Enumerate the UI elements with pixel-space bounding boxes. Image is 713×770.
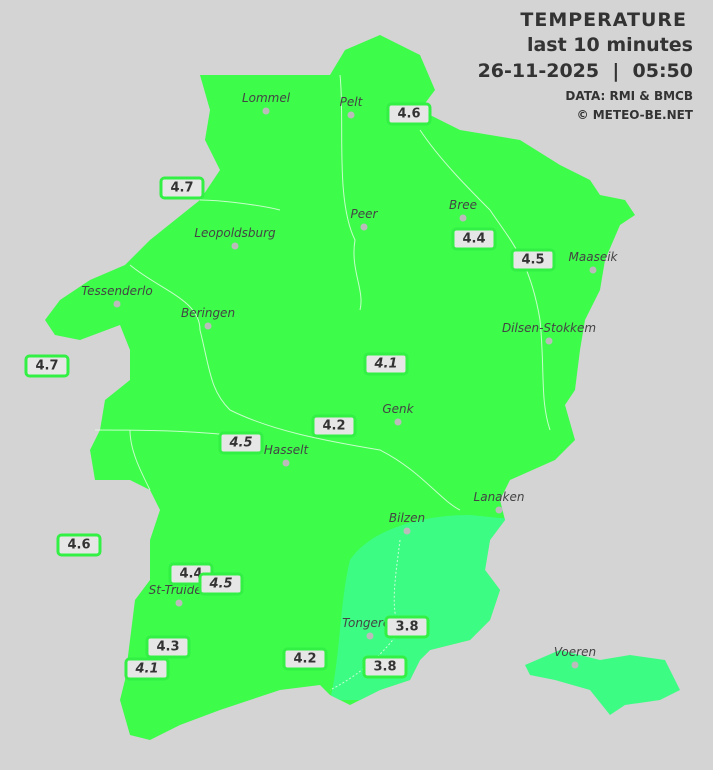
- station-temperature[interactable]: 4.7: [159, 176, 205, 200]
- station-temperature[interactable]: 4.1: [363, 352, 409, 376]
- city-marker-icon: [571, 661, 579, 669]
- city-marker-icon: [231, 242, 239, 250]
- city-marker-icon: [545, 337, 553, 345]
- station-temperature[interactable]: 3.8: [362, 655, 408, 679]
- voeren-exclave: [525, 650, 680, 715]
- map-datetime: 26-11-2025 | 05:50: [477, 60, 693, 82]
- station-temperature[interactable]: 4.5: [218, 431, 264, 455]
- station-temperature[interactable]: 4.2: [311, 414, 357, 438]
- station-temperature[interactable]: 4.7: [24, 354, 70, 378]
- city-marker-icon: [175, 599, 183, 607]
- city-label: Bree: [449, 198, 477, 212]
- station-temperature[interactable]: 4.5: [198, 572, 244, 596]
- station-temperature[interactable]: 4.6: [56, 533, 102, 557]
- city-marker-icon: [282, 459, 290, 467]
- city-marker-icon: [366, 632, 374, 640]
- city-label: Lanaken: [473, 490, 525, 504]
- city-label: Dilsen-Stokkem: [501, 321, 597, 335]
- map-subtitle: last 10 minutes: [526, 34, 693, 56]
- copyright: © METEO-BE.NET: [576, 108, 693, 122]
- city-marker-icon: [459, 214, 467, 222]
- station-temperature[interactable]: 4.2: [282, 647, 328, 671]
- city-marker-icon: [495, 506, 503, 514]
- station-temperature[interactable]: 4.5: [510, 248, 556, 272]
- city-marker-icon: [347, 111, 355, 119]
- map-title: TEMPERATURE: [520, 9, 687, 31]
- city-label: Beringen: [180, 306, 236, 320]
- city-label: Tessenderlo: [81, 284, 153, 298]
- city-label: Peer: [350, 207, 378, 221]
- station-temperature[interactable]: 3.8: [384, 615, 430, 639]
- city-marker-icon: [589, 266, 597, 274]
- city-marker-icon: [113, 300, 121, 308]
- city-marker-icon: [403, 527, 411, 535]
- city-label: Maaseik: [568, 250, 618, 264]
- city-label: Lommel: [241, 91, 291, 105]
- city-label: Tongeren: [342, 616, 398, 630]
- station-temperature[interactable]: 4.6: [386, 102, 432, 126]
- city-label: Genk: [382, 402, 414, 416]
- city-label: St-Truiden: [148, 583, 210, 597]
- city-marker-icon: [394, 418, 402, 426]
- station-temperature[interactable]: 4.3: [145, 635, 191, 659]
- station-temperature[interactable]: 4.1: [124, 657, 170, 681]
- data-source: DATA: RMI & BMCB: [565, 89, 693, 103]
- city-label: Pelt: [339, 95, 363, 109]
- city-label: Leopoldsburg: [194, 226, 276, 240]
- city-label: Hasselt: [263, 443, 309, 457]
- city-label: Bilzen: [388, 511, 426, 525]
- city-marker-icon: [262, 107, 270, 115]
- station-temperature[interactable]: 4.4: [451, 227, 497, 251]
- city-marker-icon: [204, 322, 212, 330]
- city-label: Voeren: [553, 645, 597, 659]
- city-marker-icon: [360, 223, 368, 231]
